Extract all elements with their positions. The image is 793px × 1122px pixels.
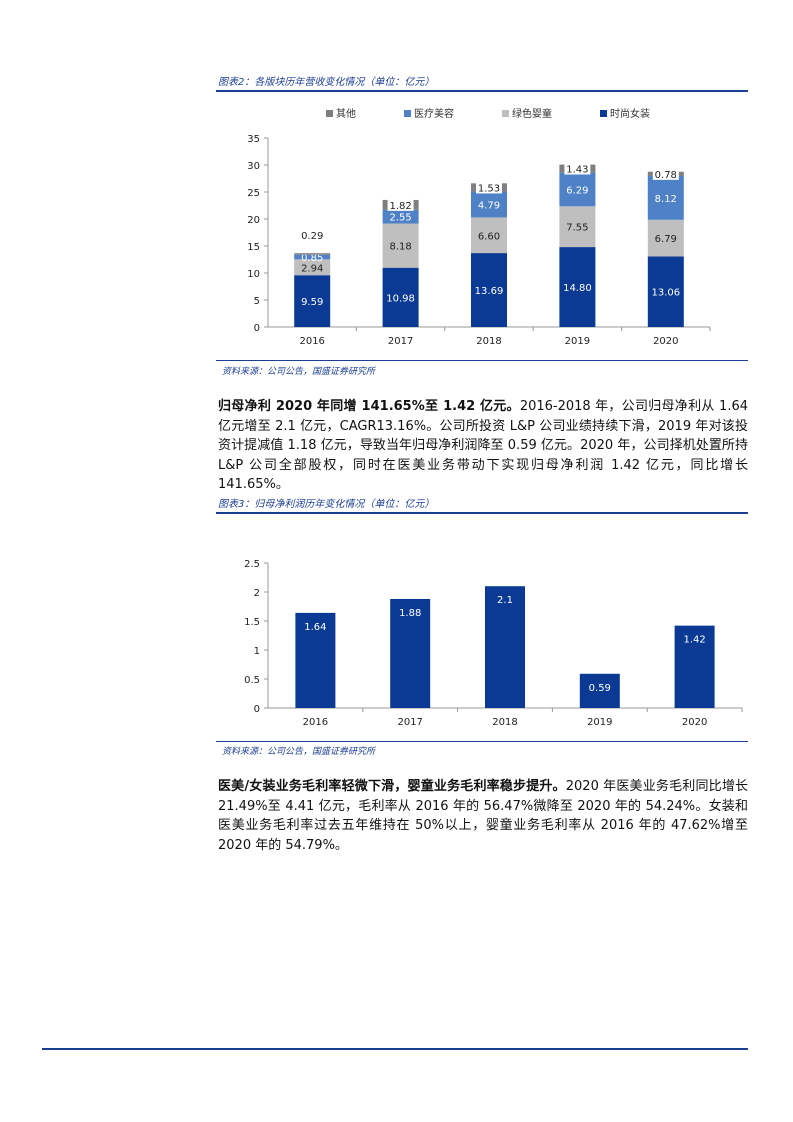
figure2-top-rule bbox=[216, 90, 748, 92]
legend-label-3: 时尚女装 bbox=[610, 107, 650, 120]
data-label-other-2018: 1.53 bbox=[478, 183, 500, 194]
x-tick-label: 2019 bbox=[587, 717, 612, 728]
legend-swatch-1 bbox=[404, 110, 411, 117]
x-tick-label: 2018 bbox=[492, 717, 517, 728]
bar-net-profit-2016 bbox=[295, 612, 336, 708]
bar-fashion-2016 bbox=[294, 275, 331, 327]
bar-kids-2020 bbox=[647, 219, 684, 257]
data-label-other-2020: 0.78 bbox=[655, 170, 677, 181]
data-label-net-profit-2020: 1.42 bbox=[683, 635, 705, 646]
bar-kids-2016 bbox=[294, 259, 331, 276]
bar-medical-beauty-2018 bbox=[471, 191, 507, 218]
y-tick-label: 30 bbox=[247, 161, 260, 172]
data-label-fashion-2017: 10.98 bbox=[386, 293, 415, 304]
bar-fashion-2017 bbox=[382, 267, 419, 327]
x-tick-label: 2018 bbox=[476, 336, 501, 347]
y-tick-label: 1 bbox=[254, 646, 260, 657]
data-label-fashion-2016: 9.59 bbox=[301, 297, 323, 308]
legend-swatch-3 bbox=[600, 110, 607, 117]
data-label-net-profit-2016: 1.64 bbox=[304, 622, 326, 633]
bar-fashion-2018 bbox=[471, 253, 507, 327]
figure2-bottom-rule bbox=[216, 360, 748, 361]
bar-medical-beauty-2019 bbox=[559, 172, 596, 207]
label-bg bbox=[564, 162, 591, 175]
data-label-net-profit-2019: 0.59 bbox=[589, 683, 611, 694]
y-tick-label: 2 bbox=[254, 588, 260, 599]
figure3-bottom-rule bbox=[216, 741, 748, 742]
x-tick-label: 2017 bbox=[397, 717, 422, 728]
y-tick-label: 5 bbox=[254, 296, 260, 307]
data-label-net-profit-2018: 2.1 bbox=[497, 595, 513, 606]
figure2-title: 图表2：各版块历年营收变化情况（单位：亿元） bbox=[218, 77, 435, 88]
figure2-source: 资料来源：公司公告，国盛证券研究所 bbox=[222, 367, 376, 377]
data-label-kids-2019: 7.55 bbox=[566, 223, 588, 234]
data-label-fashion-2019: 14.80 bbox=[563, 283, 592, 294]
data-label-medical-beauty-2018: 4.79 bbox=[478, 201, 500, 212]
y-tick-label: 20 bbox=[247, 215, 260, 226]
legend-swatch-2 bbox=[502, 110, 509, 117]
x-tick-label: 2016 bbox=[303, 717, 328, 728]
data-label-net-profit-2017: 1.88 bbox=[399, 608, 421, 619]
bar-kids-2017 bbox=[382, 223, 419, 268]
paragraph-net-profit-lead: 归母净利 2020 年同增 141.65%至 1.42 亿元。 bbox=[218, 399, 520, 414]
data-label-medical-beauty-2020: 8.12 bbox=[655, 194, 677, 205]
x-tick-label: 2020 bbox=[682, 717, 707, 728]
bar-medical-beauty-2017 bbox=[382, 209, 419, 224]
bar-fashion-2019 bbox=[559, 247, 596, 327]
paragraph-net-profit: 归母净利 2020 年同增 141.65%至 1.42 亿元。2016-2018… bbox=[218, 397, 748, 495]
data-label-kids-2017: 8.18 bbox=[389, 242, 411, 253]
figure3-title: 图表3：归母净利润历年变化情况（单位：亿元） bbox=[218, 499, 435, 510]
bar-net-profit-2020 bbox=[674, 625, 715, 708]
data-label-fashion-2018: 13.69 bbox=[475, 286, 504, 297]
y-tick-label: 0 bbox=[254, 704, 260, 715]
data-label-other-2017: 1.82 bbox=[389, 201, 411, 212]
x-tick-label: 2019 bbox=[565, 336, 590, 347]
legend-swatch-0 bbox=[326, 110, 333, 117]
y-tick-label: 0 bbox=[254, 323, 260, 334]
bar-net-profit-2018 bbox=[485, 586, 525, 708]
data-label-kids-2016: 2.94 bbox=[301, 263, 323, 274]
bar-kids-2018 bbox=[471, 217, 507, 254]
label-bg bbox=[476, 181, 502, 194]
figure3-source: 资料来源：公司公告，国盛证券研究所 bbox=[222, 747, 376, 757]
x-tick-label: 2016 bbox=[299, 336, 324, 347]
label-bg bbox=[387, 198, 414, 211]
y-tick-label: 35 bbox=[247, 134, 260, 145]
bar-medical-beauty-2016 bbox=[294, 254, 331, 260]
paragraph-gross-margin: 医美/女装业务毛利率轻微下滑，婴童业务毛利率稳步提升。2020 年医美业务毛利同… bbox=[218, 777, 748, 855]
data-label-fashion-2020: 13.06 bbox=[651, 288, 680, 299]
data-label-medical-beauty-2019: 6.29 bbox=[566, 185, 588, 196]
figure3-bar-chart: 0 0.5 1 1.5 2 2.5 2016 1.64 2017 1.88 2018 2.1 2019 0… bbox=[244, 559, 743, 728]
data-label-other-2016: 0.29 bbox=[301, 231, 323, 242]
bar-kids-2019 bbox=[559, 206, 596, 248]
legend-label-1: 医疗美容 bbox=[414, 107, 454, 120]
y-tick-label: 2.5 bbox=[244, 559, 260, 570]
data-label-other-2019: 1.43 bbox=[566, 164, 588, 175]
y-tick-label: 10 bbox=[247, 269, 260, 280]
paragraph-gross-margin-lead: 医美/女装业务毛利率轻微下滑，婴童业务毛利率稳步提升。 bbox=[218, 779, 566, 794]
legend-label-0: 其他 bbox=[336, 107, 356, 120]
data-label-medical-beauty-2016: 0.85 bbox=[301, 253, 323, 264]
y-tick-label: 1.5 bbox=[244, 617, 260, 628]
x-tick-label: 2020 bbox=[653, 336, 678, 347]
x-tick-label: 2017 bbox=[388, 336, 413, 347]
y-tick-label: 15 bbox=[247, 242, 260, 253]
paragraph-gross-margin-body: 2020 年医美业务毛利同比增长 21.49%至 4.41 亿元，毛利率从 20… bbox=[218, 779, 749, 853]
bar-medical-beauty-2020 bbox=[647, 175, 684, 220]
data-label-kids-2020: 6.79 bbox=[655, 234, 677, 245]
bar-net-profit-2019 bbox=[579, 673, 620, 708]
figure2-stacked-bar-chart: 其他 医疗美容 绿色婴童 时尚女装 0 5 10 15 20 25 30 35 2016 9.59 2.94… bbox=[247, 107, 711, 347]
y-tick-label: 25 bbox=[247, 188, 260, 199]
data-label-medical-beauty-2017: 2.55 bbox=[389, 213, 411, 224]
data-label-kids-2018: 6.60 bbox=[478, 231, 500, 242]
bar-other-2016 bbox=[294, 253, 331, 255]
figure3-top-rule bbox=[216, 512, 748, 514]
paragraph-net-profit-body: 2016-2018 年，公司归母净利从 1.64 亿元增至 2.1 亿元，CAG… bbox=[218, 399, 748, 492]
bar-fashion-2020 bbox=[647, 256, 684, 327]
bar-net-profit-2017 bbox=[390, 598, 431, 708]
legend-label-2: 绿色婴童 bbox=[512, 107, 552, 120]
label-bg bbox=[652, 167, 679, 180]
y-tick-label: 0.5 bbox=[244, 675, 260, 686]
footer-rule bbox=[42, 1048, 748, 1050]
